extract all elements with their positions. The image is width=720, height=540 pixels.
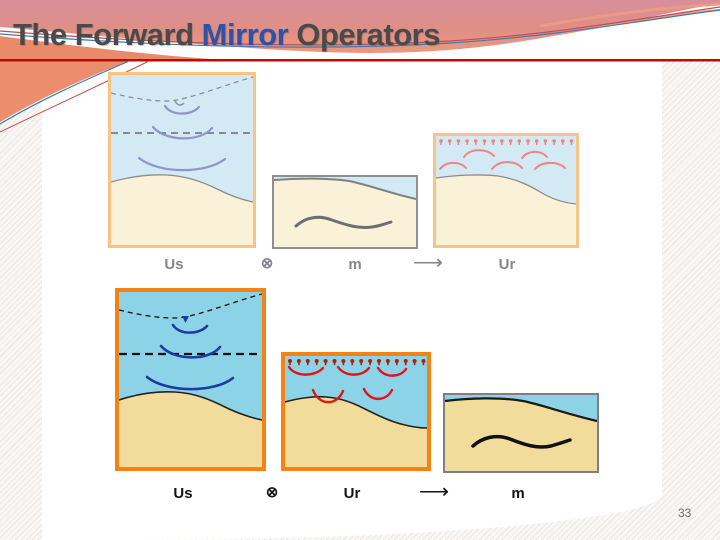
header-banner: [0, 0, 720, 133]
panel-ur-bottom: [281, 352, 431, 471]
reflection-arcs-faded: [439, 149, 566, 170]
otimes-symbol-bottom: ⊗: [265, 484, 279, 501]
panel-us-top: [108, 72, 256, 248]
receiver-dots-bold: [288, 359, 426, 366]
reflection-arcs-red: [287, 365, 408, 404]
page-title: The Forward Mirror Operators: [13, 17, 713, 53]
title-part-mirror: Mirror: [201, 17, 289, 52]
receiver-dots-faded: [439, 139, 574, 145]
wavefield-arcs-blue: [145, 323, 235, 391]
eq-bottom-term-us: Us: [173, 485, 193, 502]
title-part-1: The Forward: [13, 17, 202, 52]
eq-top-term-ur: Ur: [498, 256, 516, 273]
red-divider-line: [0, 59, 720, 62]
eq-bottom-term-m: m: [511, 485, 525, 502]
eq-bottom-term-ur: Ur: [343, 485, 361, 502]
arrow-icon-top: ⟶: [412, 251, 444, 274]
eq-top-term-m: m: [348, 256, 362, 273]
panel-m-top: [272, 175, 418, 249]
page-number: 33: [678, 506, 692, 520]
source-marker: [182, 316, 189, 323]
panel-us-bottom: [115, 288, 266, 471]
eq-top-term-us: Us: [164, 256, 184, 273]
arrow-icon-bottom: ⟶: [418, 480, 450, 503]
title-part-3: Operators: [288, 17, 440, 52]
panel-ur-top: [433, 133, 579, 248]
otimes-symbol-top: ⊗: [260, 255, 274, 272]
panel-m-bottom: [443, 393, 599, 473]
